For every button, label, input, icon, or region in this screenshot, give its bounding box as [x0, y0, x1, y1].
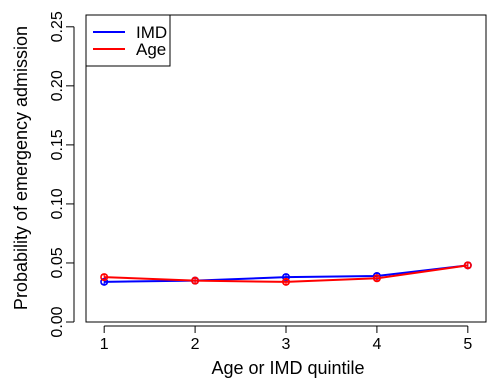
plot-frame [85, 14, 487, 323]
series-layer [100, 261, 472, 286]
legend-label-age: Age [136, 40, 166, 59]
data-point-age [372, 274, 381, 283]
y-tick-label: 0.15 [49, 129, 66, 160]
y-tick-label: 0.25 [49, 11, 66, 42]
legend-label-imd: IMD [136, 23, 167, 42]
x-axis-label: Age or IMD quintile [211, 358, 364, 378]
y-tick-label: 0.05 [49, 247, 66, 278]
legend-box [85, 14, 171, 67]
x-axis: 1 2 3 4 5 [100, 325, 472, 353]
data-point-age [191, 276, 200, 285]
y-axis-label: Probability of emergency admission [11, 26, 31, 310]
data-point-age [463, 261, 472, 270]
x-tick-label: 1 [100, 336, 109, 353]
x-tick-label: 5 [463, 336, 472, 353]
data-point-age [100, 273, 109, 282]
y-tick-label: 0.20 [49, 70, 66, 101]
y-tick-label: 0.00 [49, 306, 66, 337]
x-tick-label: 3 [282, 336, 291, 353]
x-tick-label: 2 [191, 336, 200, 353]
series-age [100, 261, 472, 286]
data-point-age [281, 277, 290, 286]
x-tick-label: 4 [372, 336, 381, 353]
y-axis: 0.00 0.05 0.10 0.15 0.20 0.25 [49, 11, 75, 338]
y-tick-label: 0.10 [49, 188, 66, 219]
